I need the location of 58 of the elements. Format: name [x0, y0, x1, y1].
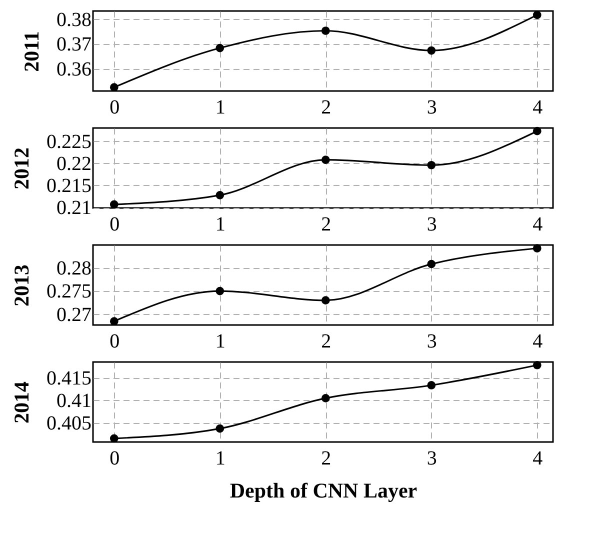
x-axis-title: Depth of CNN Layer	[230, 478, 418, 502]
x-tick-label: 1	[215, 214, 226, 236]
x-tick-label: 4	[532, 214, 543, 236]
x-tick-label: 4	[532, 330, 543, 352]
x-tick-label: 0	[110, 330, 120, 352]
point	[321, 26, 330, 35]
x-tick-label: 3	[426, 448, 437, 470]
y-axis-title: 2012	[10, 148, 34, 190]
y-tick-label: 0.36	[56, 58, 92, 80]
x-tick-label: 1	[215, 448, 226, 470]
x-tick-label: 3	[426, 214, 437, 236]
x-tick-label: 0	[110, 448, 120, 470]
y-axis-title: 2011	[20, 31, 44, 72]
point	[216, 191, 224, 200]
point	[110, 317, 118, 326]
x-tick-label: 3	[426, 96, 437, 118]
point	[321, 296, 330, 305]
point	[427, 160, 436, 170]
x-tick-label: 2	[321, 448, 332, 470]
x-tick-label: 4	[532, 96, 543, 118]
point	[532, 126, 542, 136]
point	[216, 286, 224, 296]
y-tick-label: 0.28	[56, 257, 92, 280]
x-tick-label: 0	[110, 214, 120, 236]
y-tick-label: 0.22	[56, 152, 92, 175]
x-tick-label: 0	[110, 96, 120, 118]
x-tick-label: 1	[215, 96, 226, 118]
y-tick-label: 0.405	[46, 412, 92, 434]
x-tick-label: 4	[532, 448, 543, 470]
x-tick-label: 2	[321, 96, 332, 118]
y-tick-label: 0.215	[46, 174, 92, 197]
point	[532, 244, 542, 252]
point	[110, 83, 118, 92]
y-tick-label: 0.415	[46, 368, 92, 390]
x-tick-label: 1	[215, 330, 226, 352]
x-tick-label: 2	[321, 214, 332, 236]
y-tick-label: 0.38	[56, 8, 92, 31]
point	[427, 260, 436, 268]
point	[216, 424, 224, 433]
y-axis-title: 2013	[10, 264, 34, 306]
y-tick-label: 0.21	[56, 197, 92, 220]
point	[427, 381, 436, 390]
point	[532, 360, 542, 370]
y-tick-label: 0.275	[46, 280, 92, 303]
y-tick-label: 0.27	[56, 304, 92, 326]
x-tick-label: 2	[321, 330, 332, 352]
x-tick-label: 3	[426, 330, 437, 352]
y-tick-label: 0.41	[56, 390, 92, 412]
point	[427, 46, 436, 55]
y-axis-title: 2014	[10, 381, 34, 424]
y-tick-label: 0.225	[46, 130, 92, 153]
point	[110, 434, 118, 443]
point	[532, 10, 542, 20]
point	[321, 156, 330, 164]
point	[110, 200, 118, 209]
point	[216, 44, 224, 52]
point	[321, 394, 330, 402]
y-tick-label: 0.37	[56, 34, 92, 56]
